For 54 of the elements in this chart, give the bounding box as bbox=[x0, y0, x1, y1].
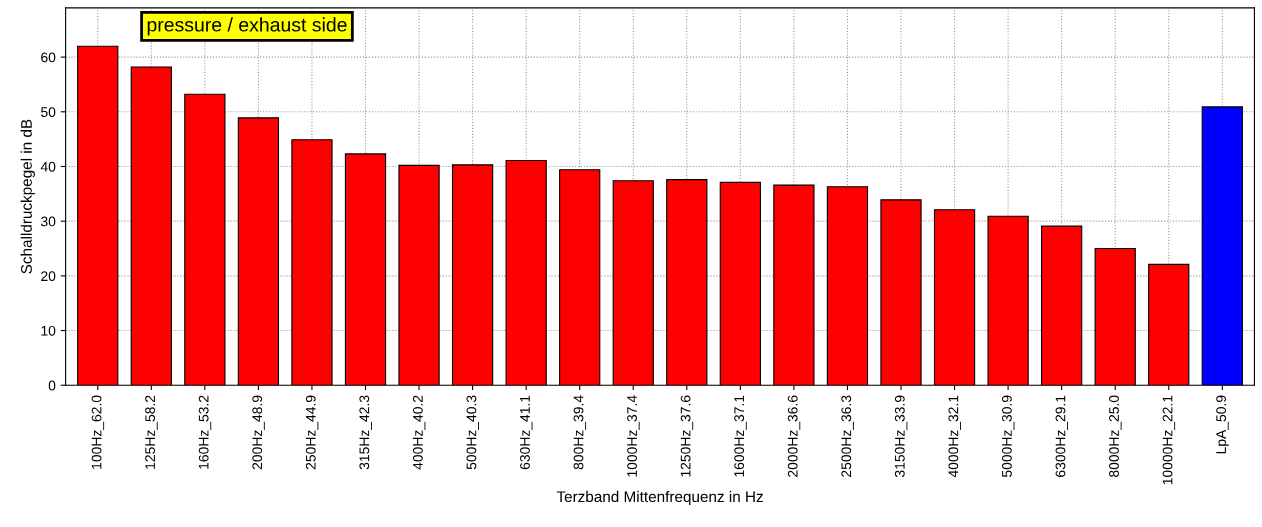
bar bbox=[880, 199, 922, 386]
bar bbox=[1094, 247, 1136, 386]
x-axis-title: Terzband Mittenfrequenz in Hz bbox=[556, 490, 763, 506]
y-tick-label: 40 bbox=[40, 161, 56, 172]
bar bbox=[719, 181, 761, 386]
bar bbox=[933, 209, 976, 386]
x-tick-label: 315Hz_42.3 bbox=[359, 395, 372, 470]
bar bbox=[344, 153, 387, 386]
y-tick-label: 60 bbox=[41, 52, 56, 63]
bar bbox=[237, 117, 280, 386]
bar bbox=[184, 93, 226, 386]
x-tick-label: 250Hz_44.9 bbox=[305, 395, 319, 470]
x-tick-label: 630Hz_41.1 bbox=[520, 395, 533, 470]
x-tick-label: 5000Hz_30.9 bbox=[1001, 395, 1015, 478]
x-tick-label: 3150Hz_33.9 bbox=[894, 395, 908, 478]
x-tick-label: 800Hz_39.4 bbox=[573, 395, 587, 470]
x-tick-label: 100Hz_62.0 bbox=[91, 395, 105, 469]
x-tick-label: 200Hz_48.9 bbox=[252, 395, 265, 470]
bar bbox=[130, 66, 172, 386]
x-tick-label: 500Hz_40.3 bbox=[466, 395, 479, 470]
annotation: pressure / exhaust side bbox=[147, 17, 347, 36]
x-tick-label: 1000Hz_37.4 bbox=[627, 395, 640, 477]
y-tick-label: 10 bbox=[41, 325, 56, 336]
x-tick-label: 8000Hz_25.0 bbox=[1109, 395, 1122, 477]
x-tick-label: 1250Hz_37.6 bbox=[680, 395, 694, 477]
bar bbox=[559, 169, 601, 386]
x-tick-label: 4000Hz_32.1 bbox=[948, 395, 961, 478]
x-tick-label: 1600Hz_37.1 bbox=[734, 395, 747, 477]
bar bbox=[987, 215, 1029, 386]
x-tick-label: 6300Hz_29.1 bbox=[1055, 395, 1068, 477]
bar bbox=[666, 179, 708, 386]
bar bbox=[291, 139, 333, 386]
bar bbox=[1041, 225, 1083, 386]
x-tick-label: 125Hz_58.2 bbox=[145, 395, 158, 469]
bar bbox=[1201, 106, 1243, 386]
y-tick-label: 20 bbox=[41, 271, 56, 282]
bar bbox=[826, 186, 869, 386]
x-tick-label: 160Hz_53.2 bbox=[198, 395, 212, 469]
y-tick-label: 0 bbox=[48, 380, 56, 391]
y-tick-label: 30 bbox=[40, 216, 56, 227]
bar bbox=[451, 164, 494, 386]
x-tick-label: 10000Hz_22.1 bbox=[1162, 395, 1176, 485]
bar bbox=[505, 159, 547, 386]
x-tick-label: LpA_50.9 bbox=[1216, 395, 1229, 454]
x-tick-label: 400Hz_40.2 bbox=[412, 395, 426, 470]
bar bbox=[612, 180, 654, 386]
bar bbox=[1148, 263, 1190, 386]
y-tick-label: 50 bbox=[41, 107, 56, 117]
x-tick-label: 2000Hz_36.6 bbox=[787, 395, 801, 477]
bar bbox=[77, 45, 119, 386]
bar bbox=[398, 164, 440, 386]
x-tick-label: 2500Hz_36.3 bbox=[841, 395, 854, 477]
y-axis-title: Schalldruckpegel in dB bbox=[20, 119, 35, 274]
bar bbox=[773, 184, 815, 386]
